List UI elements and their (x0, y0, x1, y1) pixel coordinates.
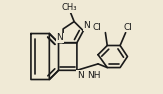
Text: N: N (83, 21, 90, 30)
Text: Cl: Cl (124, 23, 133, 32)
Text: CH₃: CH₃ (62, 3, 77, 12)
Text: NH: NH (87, 71, 101, 80)
Text: N: N (56, 33, 63, 42)
Text: Cl: Cl (93, 23, 102, 32)
Text: N: N (77, 71, 84, 80)
